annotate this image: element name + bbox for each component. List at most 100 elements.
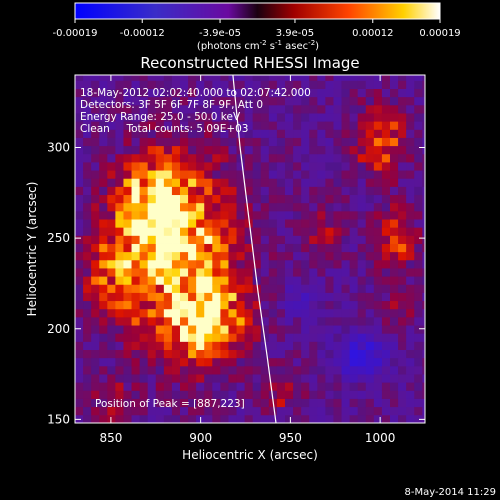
- heatmap-cell: [244, 259, 254, 269]
- heatmap-cell: [252, 382, 262, 391]
- heatmap-cell: [373, 325, 383, 334]
- heatmap-cell: [293, 202, 302, 212]
- heatmap-cell: [285, 398, 294, 408]
- heatmap-cell: [333, 162, 342, 171]
- heatmap-cell: [180, 153, 189, 163]
- heatmap-cell: [155, 398, 165, 408]
- heatmap-cell: [147, 145, 157, 155]
- heatmap-cell: [252, 259, 262, 269]
- heatmap-cell: [325, 390, 334, 399]
- heatmap-cell: [228, 80, 237, 89]
- heatmap-cell: [75, 121, 84, 130]
- heatmap-cell: [115, 210, 124, 220]
- heatmap-cell: [115, 333, 124, 342]
- heatmap-cell: [196, 398, 205, 408]
- heatmap-cell: [220, 292, 229, 302]
- heatmap-cell: [301, 219, 310, 228]
- heatmap-cell: [406, 75, 415, 81]
- heatmap-cell: [163, 259, 173, 269]
- heatmap-cell: [422, 80, 425, 89]
- heatmap-cell: [252, 153, 262, 163]
- heatmap-cell: [390, 75, 399, 81]
- heatmap-cell: [349, 292, 359, 302]
- heatmap-cell: [422, 227, 425, 236]
- heatmap-cell: [293, 210, 302, 220]
- heatmap-cell: [373, 145, 383, 155]
- heatmap-cell: [276, 300, 286, 310]
- heatmap-cell: [381, 219, 391, 228]
- heatmap-cell: [317, 292, 326, 302]
- heatmap-cell: [341, 398, 351, 408]
- heatmap-cell: [131, 129, 141, 138]
- heatmap-cell: [325, 276, 334, 285]
- heatmap-cell: [285, 145, 294, 155]
- heatmap-cell: [107, 186, 116, 196]
- heatmap-cell: [131, 406, 141, 416]
- heatmap-cell: [107, 325, 116, 334]
- heatmap-cell: [381, 374, 391, 383]
- heatmap-cell: [196, 145, 205, 155]
- heatmap-cell: [268, 227, 278, 236]
- heatmap-cell: [204, 153, 213, 163]
- heatmap-cell: [131, 349, 141, 359]
- heatmap-cell: [188, 300, 197, 310]
- heatmap-cell: [180, 341, 189, 350]
- heatmap-cell: [171, 145, 181, 155]
- heatmap-cell: [188, 308, 197, 318]
- heatmap-cell: [414, 219, 423, 228]
- heatmap-cell: [228, 227, 237, 236]
- heatmap-cell: [75, 162, 84, 171]
- heatmap-cell: [349, 365, 359, 375]
- heatmap-cell: [75, 284, 84, 293]
- heatmap-cell: [293, 162, 302, 171]
- heatmap-cell: [139, 210, 149, 220]
- heatmap-cell: [406, 284, 415, 293]
- heatmap-cell: [236, 325, 246, 334]
- heatmap-cell: [390, 153, 399, 163]
- heatmap-cell: [180, 316, 189, 326]
- heatmap-cell: [107, 227, 116, 236]
- heatmap-cell: [204, 210, 213, 220]
- heatmap-cell: [357, 251, 367, 261]
- heatmap-cell: [325, 75, 334, 81]
- heatmap-cell: [180, 382, 189, 391]
- heatmap-cell: [325, 227, 334, 236]
- colorbar-tick-label: -0.00019: [53, 28, 98, 39]
- heatmap-cell: [349, 243, 359, 253]
- heatmap-cell: [317, 414, 326, 423]
- heatmap-cell: [139, 96, 149, 106]
- heatmap-cell: [252, 202, 262, 212]
- heatmap-cell: [390, 235, 399, 244]
- heatmap-cell: [147, 349, 157, 359]
- heatmap-cell: [147, 194, 157, 204]
- heatmap-cell: [268, 170, 278, 179]
- heatmap-cell: [204, 292, 213, 302]
- heatmap-cell: [123, 374, 132, 383]
- heatmap-cell: [285, 153, 294, 163]
- heatmap-cell: [180, 390, 189, 399]
- heatmap-cell: [309, 186, 318, 196]
- heatmap-cell: [147, 121, 157, 130]
- heatmap-cell: [293, 80, 302, 89]
- heatmap-cell: [75, 398, 84, 408]
- heatmap-cell: [147, 341, 157, 350]
- heatmap-cell: [131, 316, 141, 326]
- heatmap-cell: [220, 96, 229, 106]
- heatmap-cell: [285, 178, 294, 187]
- heatmap-cell: [293, 259, 302, 269]
- heatmap-cell: [390, 300, 399, 310]
- heatmap-cell: [123, 276, 132, 285]
- heatmap-cell: [365, 284, 375, 293]
- heatmap-cell: [188, 374, 197, 383]
- heatmap-cell: [390, 333, 399, 342]
- heatmap-cell: [341, 178, 351, 187]
- heatmap-cell: [212, 276, 221, 285]
- colorbar-ticks: -0.00019 -0.00012 -3.9e-05 3.9e-05 0.00012 0.…: [53, 19, 461, 39]
- heatmap-cell: [212, 292, 221, 302]
- heatmap-cell: [406, 178, 415, 187]
- heatmap-cell: [301, 121, 310, 130]
- heatmap-cell: [155, 341, 165, 350]
- heatmap-cell: [414, 349, 423, 359]
- heatmap-cell: [357, 170, 367, 179]
- heatmap-cell: [365, 80, 375, 89]
